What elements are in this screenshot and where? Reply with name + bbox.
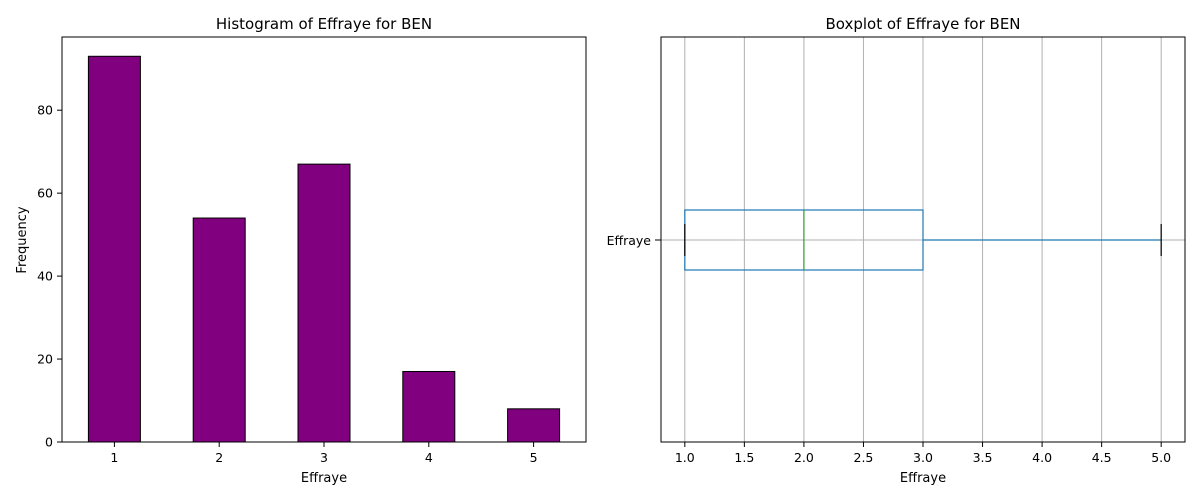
boxplot-x-tick-label: 2.5 xyxy=(854,450,874,465)
histogram-x-tick-label: 4 xyxy=(425,450,433,465)
boxplot-title: Boxplot of Effraye for BEN xyxy=(825,15,1020,33)
histogram-y-tick-label: 40 xyxy=(37,269,53,284)
boxplot-x-label: Effraye xyxy=(900,471,946,486)
histogram-bar xyxy=(87,55,141,443)
boxplot-chart: Boxplot of Effraye for BEN 1.0 1.5 2.0 2.5 3… xyxy=(607,15,1186,486)
histogram-x-tick-label: 2 xyxy=(215,450,223,465)
histogram-y-tick-label: 20 xyxy=(37,352,53,367)
histogram-x-label: Effraye xyxy=(301,471,347,486)
boxplot-x-tick-label: 4.5 xyxy=(1092,450,1112,465)
histogram-bar xyxy=(402,370,456,443)
histogram-bar xyxy=(297,163,351,443)
boxplot-x-ticks: 1.0 1.5 2.0 2.5 3.0 3.5 4.0 4.5 5.0 xyxy=(675,442,1171,465)
boxplot-x-tick-label: 1.0 xyxy=(675,450,695,465)
histogram-x-ticks: 1 2 3 4 5 xyxy=(110,442,538,465)
histogram-axes-frame xyxy=(61,36,587,443)
histogram-bar xyxy=(192,217,246,443)
boxplot-x-tick-label: 4.0 xyxy=(1032,450,1052,465)
boxplot-x-tick-label: 1.5 xyxy=(734,450,754,465)
histogram-y-tick-label: 0 xyxy=(45,435,53,450)
histogram-x-tick-label: 5 xyxy=(530,450,538,465)
boxplot-x-tick-label: 3.5 xyxy=(973,450,993,465)
boxplot-x-tick-label: 3.0 xyxy=(913,450,933,465)
boxplot-x-tick-label: 2.0 xyxy=(794,450,814,465)
histogram-bar xyxy=(507,408,561,443)
histogram-y-ticks: 0 20 40 60 80 xyxy=(37,103,62,450)
histogram-x-tick-label: 1 xyxy=(110,450,118,465)
histogram-y-tick-label: 60 xyxy=(37,186,53,201)
boxplot-x-tick-label: 5.0 xyxy=(1151,450,1171,465)
histogram-y-label: Frequency xyxy=(15,206,30,273)
histogram-bars xyxy=(87,55,561,443)
histogram-y-tick-label: 80 xyxy=(37,103,53,118)
histogram-title: Histogram of Effraye for BEN xyxy=(216,15,432,33)
boxplot-body xyxy=(684,209,1162,271)
histogram-chart: Histogram of Effraye for BEN 1 2 3 4 5 0 20 40… xyxy=(15,15,587,486)
histogram-x-tick-label: 3 xyxy=(320,450,328,465)
boxplot-category-label: Effraye xyxy=(607,233,652,248)
